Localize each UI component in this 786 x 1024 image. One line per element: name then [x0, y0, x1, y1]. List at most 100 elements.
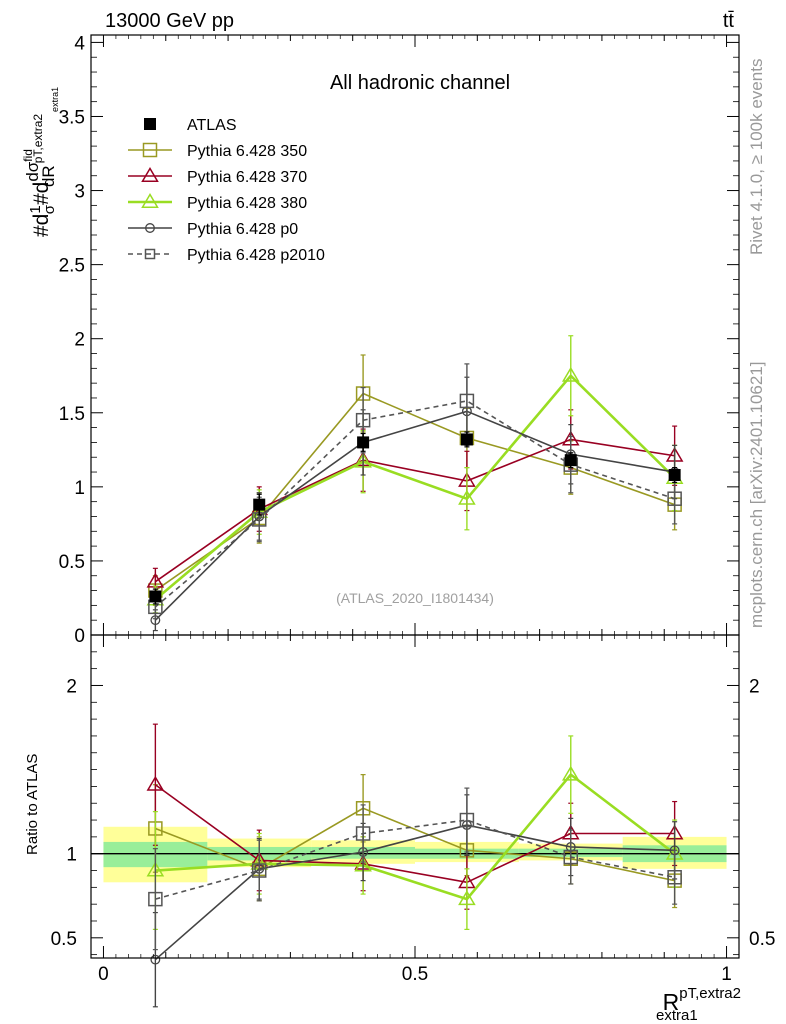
x-tick-label: 0 [98, 964, 109, 985]
legend-label: ATLAS [187, 117, 237, 134]
main-ylabel: #d1σ#ddσfiddRpT,extra2extra1 [21, 87, 60, 237]
header-left: 13000 GeV pp [105, 10, 234, 32]
y-tick-label: 1.5 [59, 404, 85, 425]
xlabel-base: R [663, 989, 680, 1015]
legend: ATLAS Pythia 6.428 350 Pythia 6.428 370 Pyt… [128, 117, 325, 264]
legend-item-p380: Pythia 6.428 380 [128, 193, 307, 212]
axes: 0 0.5 1 1.5 2 2.5 3 3.5 4 0 0.5 1 0.5 1 2 0.5 2 [51, 33, 776, 985]
data-point-marker [459, 393, 475, 409]
series-p2010 [148, 787, 682, 951]
data-point-marker [458, 890, 476, 906]
data-point-marker [355, 412, 371, 428]
main-ylabel-part: dR [39, 165, 58, 187]
chart-title: All hadronic channel [330, 72, 510, 94]
data-point-marker [563, 849, 579, 865]
x-tick-label: 1 [721, 964, 732, 985]
y-tick-label: 0 [74, 626, 85, 647]
data-point-marker [561, 765, 580, 781]
ratio-frame [90, 634, 740, 959]
main-ylabel-part: #d [30, 214, 53, 237]
legend-label: Pythia 6.428 370 [187, 169, 307, 186]
analysis-reference: (ATLAS_2020_I1801434) [336, 590, 494, 606]
series-line-p380 [154, 373, 676, 601]
data-point-marker [145, 223, 155, 233]
series-line-p2010 [154, 400, 675, 608]
main-ylabel-part: extra1 [50, 87, 60, 112]
y-tick-label: 1 [74, 478, 85, 499]
legend-item-p350: Pythia 6.428 350 [128, 142, 307, 160]
series-line-p0 [154, 824, 675, 961]
legend-item-p2010: Pythia 6.428 p2010 [128, 247, 325, 264]
data-point-marker [150, 954, 161, 965]
data-point-marker [141, 167, 159, 182]
main-ylabel-text: #d1σ#ddσfiddRpT,extra2extra1 [21, 87, 60, 237]
header-right: tt̄ [723, 10, 735, 32]
series-p380 [146, 335, 684, 614]
rivet-label: Rivet 4.1.0, ≥ 100k events [747, 59, 766, 255]
data-point-marker [146, 775, 165, 791]
data-point-marker [144, 248, 156, 260]
y-tick-label: 4 [74, 33, 85, 54]
main-ylabel-part: dσ [23, 161, 42, 181]
series-atlas [149, 431, 681, 605]
data-point-marker [357, 436, 370, 449]
legend-item-p370: Pythia 6.428 370 [128, 167, 307, 186]
data-point-marker [667, 491, 682, 506]
main-ylabel-part: σ [41, 204, 58, 214]
data-point-marker [149, 590, 162, 603]
main-ylabel-part: fid [21, 149, 35, 162]
series-line-p350 [154, 392, 675, 592]
series-p2010 [148, 363, 682, 620]
y-tick-label: 3 [74, 182, 85, 203]
ratio-y-tick-label: 2 [66, 676, 77, 697]
data-point-marker [142, 142, 158, 158]
data-series [146, 335, 684, 1008]
series-line-p350 [155, 807, 675, 882]
ratio-y-tick-label: 0.5 [51, 929, 77, 950]
main-ylabel-part: #d [30, 182, 53, 205]
series-line-p370 [154, 784, 675, 884]
data-point-marker [355, 826, 371, 841]
legend-label: Pythia 6.428 350 [187, 143, 307, 160]
series-line-p380 [155, 772, 676, 901]
ratio-y-tick-label-right: 2 [749, 676, 760, 697]
data-point-marker [667, 870, 682, 885]
data-point-marker [148, 891, 163, 907]
series-line-p0 [154, 410, 675, 621]
data-point-marker [668, 469, 681, 481]
data-point-marker [144, 118, 156, 130]
ratio-ylabel: Ratio to ATLAS [24, 754, 41, 855]
data-point-marker [253, 498, 266, 511]
data-point-marker [459, 812, 475, 828]
y-tick-label: 2 [74, 330, 85, 351]
mcplots-label: mcplots.cern.ch [arXiv:2401.10621] [747, 362, 766, 628]
xlabel-sup: pT,extra2 [679, 985, 741, 1002]
legend-item-atlas: ATLAS [144, 117, 237, 134]
legend-label: Pythia 6.428 p2010 [187, 247, 325, 264]
series-line-p2010 [155, 819, 675, 900]
legend-label: Pythia 6.428 380 [187, 195, 307, 212]
y-tick-label: 2.5 [59, 256, 85, 277]
y-tick-label: 3.5 [59, 107, 85, 128]
series-line-p370 [154, 438, 675, 583]
ratio-uncertainty-bands [103, 826, 727, 883]
xlabel-sub: extra1 [656, 1007, 698, 1024]
data-point-marker [141, 193, 159, 208]
data-point-marker [251, 863, 267, 878]
main-ylabel-part: 1 [27, 205, 44, 213]
data-point-marker [460, 433, 473, 446]
ratio-y-tick-label-right: 0.5 [749, 929, 775, 950]
x-tick-label: 0.5 [402, 964, 428, 985]
series-p370 [146, 409, 684, 596]
legend-label: Pythia 6.428 p0 [187, 221, 298, 238]
y-tick-label: 0.5 [59, 552, 85, 573]
data-point-marker [564, 454, 577, 467]
series-p380 [146, 735, 684, 931]
ratio-y-tick-label: 1 [66, 845, 77, 866]
main-ylabel-part: pT,extra2 [31, 114, 45, 164]
x-axis-label: RpT,extra2 extra1 [656, 985, 741, 1024]
data-point-marker [458, 489, 476, 505]
data-point-marker [561, 366, 580, 382]
legend-item-p0: Pythia 6.428 p0 [128, 221, 298, 238]
